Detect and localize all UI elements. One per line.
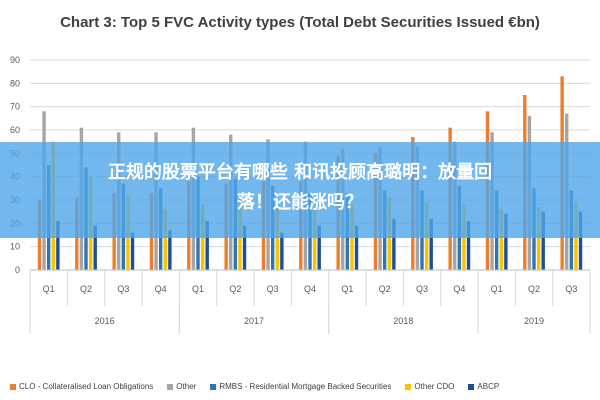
legend-item: Other <box>167 382 196 391</box>
bar <box>205 221 209 270</box>
x-tick-label: Q4 <box>453 284 465 294</box>
headline-banner[interactable] <box>0 142 600 238</box>
x-tick-label: Q2 <box>379 284 391 294</box>
legend-label: RMBS - Residential Mortgage Backed Secur… <box>219 382 392 391</box>
x-tick-label: Q2 <box>528 284 540 294</box>
x-tick-label: Q4 <box>155 284 167 294</box>
legend-item: ABCP <box>468 382 499 391</box>
bar <box>168 230 172 270</box>
bar <box>163 209 167 270</box>
x-tick-label: Q3 <box>117 284 129 294</box>
bar <box>93 225 97 270</box>
headline-text[interactable]: 正规的股票平台有哪些 和讯投顾高璐明：放量回 落！还能涨吗？ <box>0 158 600 218</box>
bar <box>466 221 471 270</box>
bar <box>130 232 135 270</box>
chart-title: Chart 3: Top 5 FVC Activity types (Total… <box>60 14 540 31</box>
bar <box>504 214 508 270</box>
legend-swatch <box>10 383 16 390</box>
bar <box>429 218 433 270</box>
x-tick-label: Q3 <box>565 284 577 294</box>
x-tick-label: Q2 <box>80 284 92 294</box>
x-tick-label: Q1 <box>43 284 55 294</box>
legend-swatch <box>468 383 475 390</box>
bar <box>280 232 284 270</box>
x-group-label: 2019 <box>524 316 544 326</box>
chart-legend: CLO - Collateralised Loan Obligations Oth… <box>10 382 600 391</box>
x-tick-label: Q4 <box>304 284 316 294</box>
legend-item: RMBS - Residential Mortgage Backed Secur… <box>210 382 391 391</box>
bar <box>312 209 317 270</box>
x-tick-label: Q3 <box>267 284 279 294</box>
bar <box>242 225 247 270</box>
x-group-label: 2016 <box>95 316 115 326</box>
legend-swatch <box>405 383 412 390</box>
y-tick-label: 10 <box>10 242 20 252</box>
headline-line-1[interactable]: 正规的股票平台有哪些 和讯投顾高璐明：放量回 <box>107 162 493 183</box>
y-tick-label: 0 <box>15 265 20 275</box>
bar <box>317 225 321 270</box>
legend-item: CLO - Collateralised Loan Obligations <box>10 382 153 391</box>
x-tick-label: Q3 <box>416 284 428 294</box>
legend-label: Other CDO <box>414 382 455 391</box>
legend-label: ABCP <box>477 382 500 391</box>
y-tick-label: 60 <box>10 125 20 135</box>
bar <box>541 211 545 270</box>
x-tick-label: Q2 <box>229 284 241 294</box>
bar <box>578 211 583 270</box>
legend-item: Other CDO <box>405 382 454 391</box>
x-group-label: 2017 <box>244 316 264 326</box>
bar <box>354 225 359 270</box>
bar <box>536 207 541 270</box>
x-tick-label: Q1 <box>192 284 204 294</box>
x-tick-label: Q1 <box>491 284 503 294</box>
headline-line-2[interactable]: 落！还能涨吗？ <box>237 192 363 213</box>
x-tick-label: Q1 <box>341 284 353 294</box>
legend-label: Other <box>176 382 197 391</box>
legend-swatch <box>167 383 174 390</box>
bar <box>56 221 60 270</box>
legend-swatch <box>210 383 217 390</box>
legend-label: CLO - Collateralised Loan Obligations <box>19 382 154 391</box>
bar <box>392 218 396 270</box>
x-axis: Q1 Q2 Q3 Q4 Q1 Q2 Q3 Q4 Q1 Q2 Q3 Q4 Q1 Q2 Q3 2016 2017 20… <box>29 269 591 334</box>
y-tick-label: 80 <box>10 78 20 88</box>
y-tick-label: 90 <box>10 55 20 65</box>
bar <box>499 209 503 270</box>
x-group-label: 2018 <box>393 316 413 326</box>
y-tick-label: 70 <box>10 102 20 112</box>
